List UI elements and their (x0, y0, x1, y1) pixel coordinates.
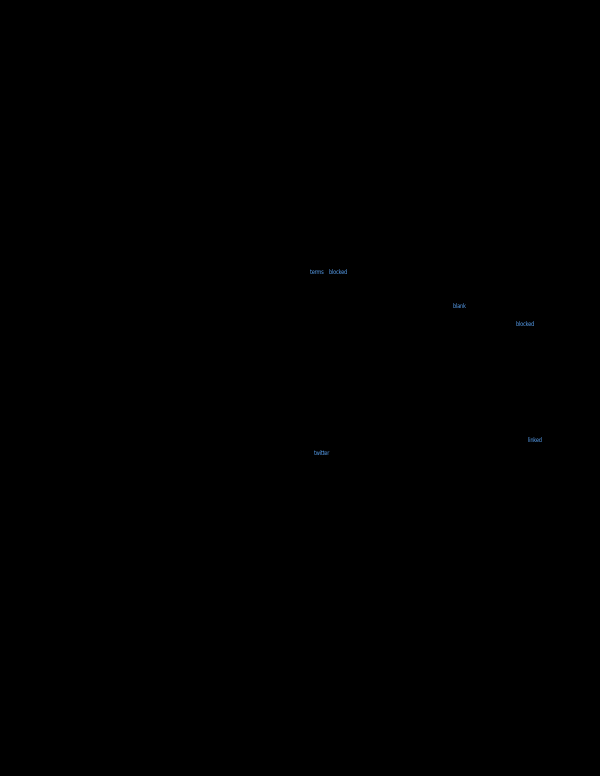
hyperlink[interactable]: terms (310, 269, 324, 276)
hyperlink[interactable]: blocked (516, 321, 534, 328)
hyperlink[interactable]: twitter (314, 450, 330, 457)
hyperlink[interactable]: blocked (329, 269, 347, 276)
hyperlink[interactable]: blank (453, 303, 466, 310)
hyperlink[interactable]: linked (528, 437, 542, 444)
